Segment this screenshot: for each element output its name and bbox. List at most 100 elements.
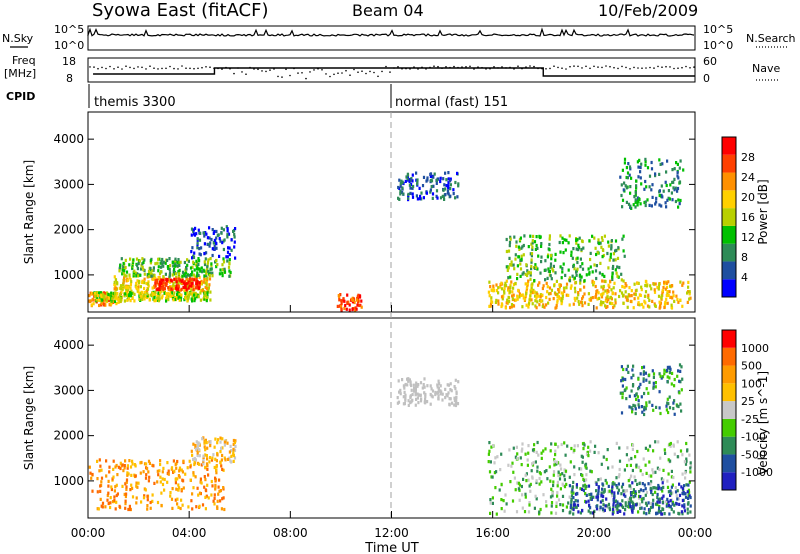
scatter-cell xyxy=(662,494,665,498)
scatter-cell xyxy=(548,234,551,238)
scatter-cell xyxy=(174,498,177,502)
scatter-cell xyxy=(169,494,172,498)
scatter-cell xyxy=(216,438,220,442)
scatter-cell xyxy=(115,286,118,290)
scatter-cell xyxy=(663,512,666,516)
scatter-cell xyxy=(204,274,208,278)
scatter-cell xyxy=(635,463,638,467)
scatter-cell xyxy=(115,483,118,487)
scatter-cell xyxy=(659,162,662,166)
scatter-cell xyxy=(158,297,161,301)
colorbar-step xyxy=(722,190,736,209)
scatter-cell xyxy=(398,390,401,394)
scatter-cell xyxy=(557,445,560,449)
scatter-cell xyxy=(196,241,199,245)
scatter-cell xyxy=(581,304,584,308)
scatter-cell xyxy=(631,481,634,485)
scatter-cell xyxy=(550,501,554,505)
nave-dot xyxy=(445,66,447,68)
scatter-cell xyxy=(500,498,503,502)
scatter-cell xyxy=(524,297,527,301)
scatter-cell xyxy=(138,279,141,283)
scatter-cell xyxy=(552,264,555,268)
x-tick-label: 04:00 xyxy=(172,526,207,540)
scatter-cell xyxy=(186,258,189,262)
nave-dot xyxy=(385,65,387,68)
scatter-cell xyxy=(623,254,626,258)
scatter-cell xyxy=(602,253,605,258)
nave-dot xyxy=(121,68,123,70)
scatter-cell xyxy=(660,477,663,481)
scatter-cell xyxy=(666,485,670,489)
scatter-cell xyxy=(192,473,195,477)
scatter-cell xyxy=(124,506,127,510)
scatter-cell xyxy=(559,234,562,238)
scatter-cell xyxy=(591,296,594,300)
scatter-cell xyxy=(637,510,640,514)
scatter-cell xyxy=(688,292,691,296)
scatter-cell xyxy=(559,503,562,507)
scatter-cell xyxy=(567,241,570,245)
scatter-cell xyxy=(445,178,448,182)
scatter-cell xyxy=(118,286,121,290)
scatter-cell xyxy=(514,455,517,459)
scatter-cell xyxy=(648,380,651,384)
scatter-cell xyxy=(171,288,174,292)
scatter-cell xyxy=(223,270,227,274)
scatter-cell xyxy=(422,196,425,200)
scatter-cell xyxy=(205,287,209,291)
scatter-cell xyxy=(555,504,558,508)
scatter-cell xyxy=(522,296,525,300)
scatter-cell xyxy=(434,390,437,395)
nave-dot xyxy=(217,67,219,70)
scatter-cell xyxy=(204,488,207,492)
scatter-cell xyxy=(196,443,200,447)
scatter-cell xyxy=(623,388,626,393)
scatter-cell xyxy=(593,263,596,267)
scatter-cell xyxy=(198,259,201,263)
scatter-cell xyxy=(420,397,423,401)
scatter-cell xyxy=(491,300,494,304)
scatter-cell xyxy=(561,292,565,296)
scatter-cell xyxy=(436,196,439,200)
scatter-cell xyxy=(634,407,637,411)
scatter-cell xyxy=(541,304,544,309)
scatter-cell xyxy=(679,159,682,163)
scatter-cell xyxy=(640,162,643,166)
scatter-cell xyxy=(588,503,591,507)
scatter-cell xyxy=(221,437,224,441)
scatter-cell xyxy=(589,469,592,473)
scatter-cell xyxy=(689,495,692,500)
scatter-cell xyxy=(155,288,158,292)
scatter-cell xyxy=(228,450,231,454)
scatter-cell xyxy=(659,304,662,308)
scatter-cell xyxy=(146,494,149,498)
nave-dot xyxy=(425,68,427,70)
scatter-cell xyxy=(199,289,202,293)
freq-step-line xyxy=(93,67,695,77)
scatter-cell xyxy=(110,302,113,306)
scatter-cell xyxy=(146,507,149,511)
scatter-cell xyxy=(203,297,206,301)
scatter-cell xyxy=(116,281,119,285)
scatter-cell xyxy=(411,192,414,196)
scatter-cell xyxy=(492,444,495,448)
scatter-cell xyxy=(186,278,189,282)
scatter-cell xyxy=(654,381,657,385)
scatter-cell xyxy=(187,286,190,290)
scatter-cell xyxy=(137,285,140,289)
scatter-cell xyxy=(176,477,179,481)
scatter-cell xyxy=(457,380,460,384)
scatter-cell xyxy=(600,293,603,297)
scatter-cell xyxy=(209,257,212,261)
scatter-cell xyxy=(489,501,492,505)
scatter-cell xyxy=(400,179,403,183)
scatter-cell xyxy=(190,284,193,288)
scatter-cell xyxy=(221,267,224,272)
scatter-cell xyxy=(645,378,648,382)
scatter-cell xyxy=(111,500,115,504)
scatter-cell xyxy=(205,494,208,498)
scatter-cell xyxy=(611,277,614,281)
scatter-cell xyxy=(171,506,174,510)
scatter-cell xyxy=(137,288,140,292)
